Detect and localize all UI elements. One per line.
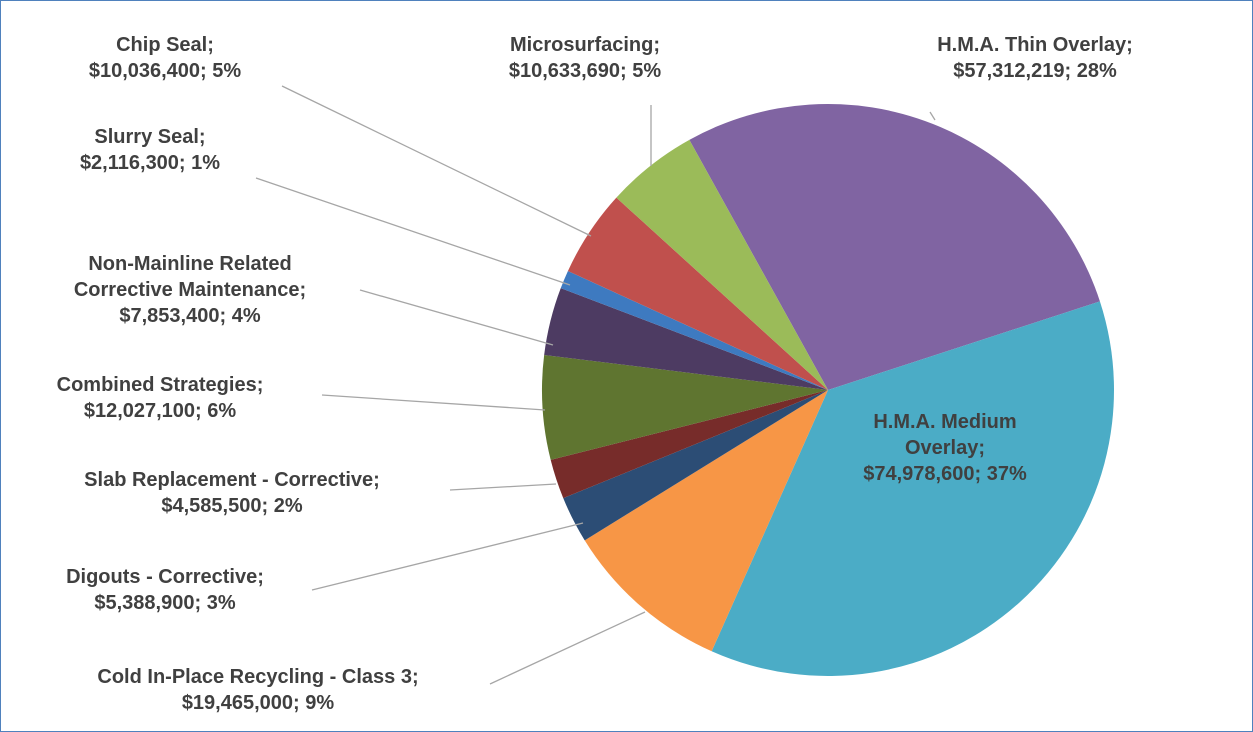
category-name: Microsurfacing; (509, 34, 661, 56)
category-name: Digouts - Corrective; (66, 566, 264, 588)
percent-label: 9% (305, 692, 335, 714)
data-label: H.M.A. Thin Overlay; $57,312,219; 28% (937, 32, 1133, 84)
value-label: $2,116,300; (79, 152, 186, 174)
leader-line (489, 611, 646, 685)
value-label: $10,036,400; (88, 60, 207, 82)
pie-slice (689, 103, 1100, 390)
data-label: Combined Strategies; $12,027,100; 6% (57, 372, 264, 424)
percent-label: 2% (273, 495, 303, 517)
leader-line (255, 177, 571, 286)
category-name: H.M.A. Thin Overlay; (937, 34, 1133, 56)
pie-slice (541, 354, 828, 460)
data-label: Chip Seal; $10,036,400; 5% (89, 32, 241, 84)
pie-slice (550, 390, 828, 499)
pie-slice (616, 139, 828, 390)
pie-slice (567, 197, 828, 390)
leader-line (321, 394, 546, 411)
pie-slice (560, 270, 828, 390)
percent-label: 5% (632, 60, 662, 82)
value-label: $57,312,219; (953, 60, 1072, 82)
pie-slice (544, 288, 828, 390)
data-label: H.M.A. Medium Overlay; $74,978,600; 37% (845, 409, 1045, 487)
percent-label: 4% (231, 305, 261, 327)
value-label: $10,633,690; (508, 60, 627, 82)
value-label: $5,388,900; (94, 592, 202, 614)
data-label: Cold In-Place Recycling - Class 3; $19,46… (97, 664, 418, 716)
percent-label: 5% (212, 60, 242, 82)
data-label: Microsurfacing; $10,633,690; 5% (509, 32, 661, 84)
pie-slice (563, 390, 828, 541)
category-name: Cold In-Place Recycling - Class 3; (97, 666, 419, 688)
value-label: $74,978,600; (863, 463, 982, 485)
category-name: Slab Replacement - Corrective; (84, 469, 380, 491)
value-label: $12,027,100; (83, 400, 202, 422)
data-label: Non-Mainline Related Corrective Maintena… (40, 251, 340, 329)
category-name: H.M.A. Medium Overlay; (873, 411, 1017, 459)
value-label: $4,585,500; (161, 495, 269, 517)
percent-label: 6% (207, 400, 237, 422)
category-name: Non-Mainline Related Corrective Maintena… (73, 253, 307, 301)
data-label: Digouts - Corrective; $5,388,900; 3% (66, 564, 264, 616)
category-name: Chip Seal; (116, 34, 214, 56)
value-label: $19,465,000; (181, 692, 300, 714)
data-label: Slab Replacement - Corrective; $4,585,500… (84, 467, 380, 519)
leader-line (929, 111, 936, 121)
pie-slice (584, 390, 828, 652)
percent-label: 3% (206, 592, 236, 614)
percent-label: 28% (1076, 60, 1117, 82)
value-label: $7,853,400; (119, 305, 227, 327)
leader-line (449, 483, 557, 491)
pie-slice (711, 301, 1114, 677)
percent-label: 37% (986, 463, 1027, 485)
leader-line (281, 85, 592, 237)
leader-line (311, 522, 584, 591)
data-label: Slurry Seal; $2,116,300; 1% (80, 124, 220, 176)
category-name: Combined Strategies; (56, 374, 264, 396)
leader-line (359, 289, 554, 346)
category-name: Slurry Seal; (94, 126, 206, 148)
percent-label: 1% (191, 152, 221, 174)
